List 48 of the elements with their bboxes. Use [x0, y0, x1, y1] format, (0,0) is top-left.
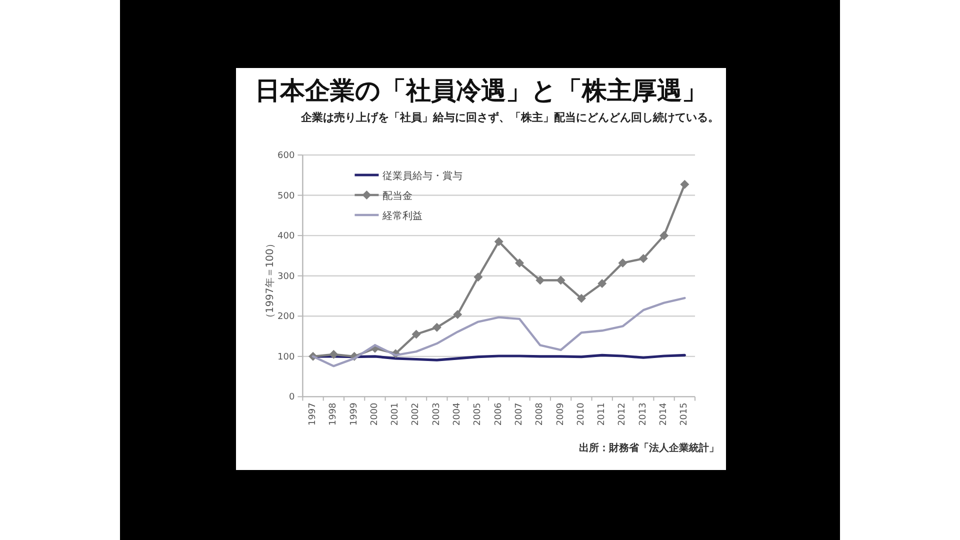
legend-label: 従業員給与・賞与: [382, 171, 463, 182]
subtitle: 企業は売り上げを「社員」給与に回さず、「株主」配当にどんどん回し続けている。: [301, 111, 719, 124]
xtick-label: 2003: [432, 402, 442, 426]
xtick-label: 2002: [411, 402, 422, 426]
title: 日本企業の「社員冷遇」と「株主厚遇」: [255, 76, 707, 105]
xtick-label: 1998: [328, 402, 339, 426]
xtick-label: 1997: [308, 402, 318, 426]
xtick-label: 2004: [452, 402, 463, 426]
point: [329, 350, 338, 359]
ytick-label: 500: [278, 191, 295, 202]
xtick-label: 2006: [494, 402, 504, 426]
xtick-label: 2009: [556, 402, 566, 426]
xtick-label: 1999: [349, 402, 360, 426]
ytick-label: 200: [278, 312, 295, 322]
xtick-label: 2011: [597, 402, 608, 426]
point: [494, 237, 504, 246]
point: [556, 276, 566, 285]
ytick-label: 300: [278, 272, 295, 282]
xtick-label: 2008: [535, 402, 546, 426]
legend-label: 経常利益: [382, 211, 423, 222]
xtick-label: 2012: [618, 402, 628, 426]
point: [453, 310, 462, 319]
ytick-label: 100: [278, 352, 295, 362]
point: [577, 294, 586, 303]
point: [660, 231, 668, 240]
point: [639, 254, 648, 263]
point: [474, 272, 483, 282]
xtick-label: 2015: [680, 402, 690, 426]
ytick-label: 600: [278, 151, 295, 161]
xtick-label: 2000: [370, 402, 380, 426]
point: [618, 258, 628, 268]
point: [432, 323, 442, 332]
ylabel: （1997年＝100）: [264, 238, 276, 324]
ytick-label: 0: [288, 392, 295, 403]
annotation: 出所：財務省「法人企業統計」: [579, 443, 719, 454]
xtick-label: 2010: [576, 402, 586, 426]
xtick-label: 2007: [514, 402, 524, 426]
point: [680, 180, 689, 189]
point: [598, 279, 606, 288]
xtick-label: 2001: [390, 402, 401, 426]
point: [412, 330, 421, 339]
point: [515, 258, 524, 268]
point: [536, 276, 544, 285]
xtick-label: 2005: [473, 402, 484, 426]
xtick-label: 2013: [638, 402, 648, 426]
ytick-label: 400: [278, 232, 295, 242]
xtick-label: 2014: [659, 402, 670, 426]
legend-label: 配当金: [382, 191, 413, 202]
